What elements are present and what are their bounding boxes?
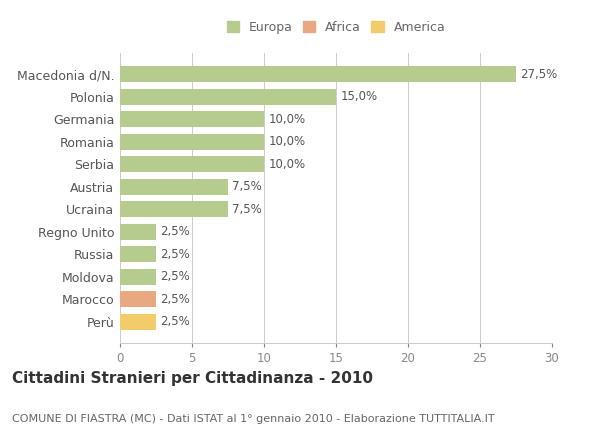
Text: 7,5%: 7,5% [232, 203, 262, 216]
Text: 27,5%: 27,5% [520, 68, 557, 81]
Text: 10,0%: 10,0% [268, 158, 305, 171]
Text: 2,5%: 2,5% [160, 225, 190, 238]
Text: 2,5%: 2,5% [160, 270, 190, 283]
Bar [120, 111, 264, 127]
Text: 2,5%: 2,5% [160, 293, 190, 306]
Text: 7,5%: 7,5% [232, 180, 262, 193]
Bar [120, 179, 228, 195]
Bar [120, 246, 156, 262]
Bar [120, 201, 228, 217]
Bar [120, 88, 336, 105]
Text: 10,0%: 10,0% [268, 135, 305, 148]
Legend: Europa, Africa, America: Europa, Africa, America [224, 18, 448, 37]
Bar [120, 224, 156, 240]
Bar [120, 314, 156, 330]
Bar [120, 66, 516, 82]
Bar [120, 269, 156, 285]
Text: COMUNE DI FIASTRA (MC) - Dati ISTAT al 1° gennaio 2010 - Elaborazione TUTTITALIA: COMUNE DI FIASTRA (MC) - Dati ISTAT al 1… [12, 414, 494, 425]
Text: 10,0%: 10,0% [268, 113, 305, 126]
Bar [120, 156, 264, 172]
Text: 15,0%: 15,0% [340, 90, 377, 103]
Bar [120, 134, 264, 150]
Text: Cittadini Stranieri per Cittadinanza - 2010: Cittadini Stranieri per Cittadinanza - 2… [12, 371, 373, 386]
Text: 2,5%: 2,5% [160, 248, 190, 261]
Text: 2,5%: 2,5% [160, 315, 190, 328]
Bar [120, 291, 156, 308]
